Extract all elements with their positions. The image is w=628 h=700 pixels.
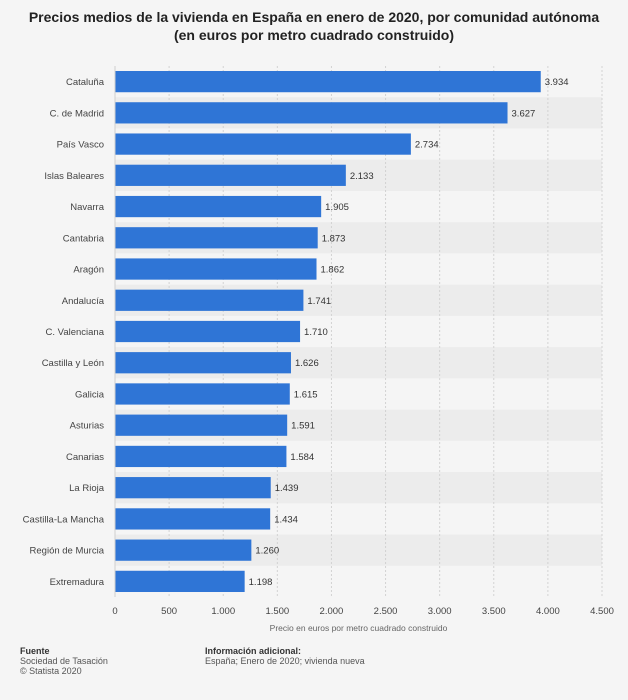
bar bbox=[115, 227, 318, 249]
bar bbox=[115, 195, 322, 218]
footer-source-heading: Fuente bbox=[20, 646, 50, 656]
category-label: Cantabria bbox=[63, 233, 105, 244]
value-label: 3.934 bbox=[545, 77, 569, 88]
category-label: C. Valenciana bbox=[46, 327, 105, 338]
value-label: 1.741 bbox=[307, 296, 331, 307]
value-label: 1.615 bbox=[294, 389, 318, 400]
value-label: 1.591 bbox=[291, 421, 315, 432]
value-label: 1.439 bbox=[275, 483, 299, 494]
x-tick-label: 4.000 bbox=[536, 606, 560, 617]
footer-info: Información adicional: España; Enero de … bbox=[205, 646, 365, 666]
value-label: 1.198 bbox=[249, 577, 273, 588]
x-axis-label: Precio en euros por metro cuadrado const… bbox=[270, 623, 448, 633]
value-label: 1.434 bbox=[274, 514, 298, 525]
footer-info-heading: Información adicional: bbox=[205, 646, 302, 656]
category-label: Asturias bbox=[70, 421, 105, 432]
footer-source-line: Sociedad de Tasación bbox=[20, 656, 108, 666]
value-label: 1.710 bbox=[304, 327, 328, 338]
category-label: Región de Murcia bbox=[30, 546, 105, 557]
bar bbox=[115, 352, 291, 374]
bar bbox=[115, 508, 271, 530]
bar-chart: Cataluña 3.934 C. de Madrid 3.627 País Vasco… bbox=[23, 66, 614, 633]
x-tick-label: 1.000 bbox=[211, 606, 235, 617]
category-label: Islas Baleares bbox=[44, 171, 104, 182]
x-tick-label: 0 bbox=[112, 606, 117, 617]
bar bbox=[115, 414, 288, 436]
bar bbox=[115, 477, 271, 499]
x-tick-label: 3.500 bbox=[482, 606, 506, 617]
category-label: C. de Madrid bbox=[50, 108, 104, 119]
value-label: 1.260 bbox=[255, 546, 279, 557]
category-label: Canarias bbox=[66, 452, 104, 463]
bar bbox=[115, 289, 304, 311]
bar bbox=[115, 133, 411, 155]
value-label: 1.873 bbox=[322, 233, 346, 244]
category-label: Castilla-La Mancha bbox=[23, 514, 105, 525]
bar bbox=[115, 570, 245, 593]
value-label: 3.627 bbox=[512, 108, 536, 119]
chart-title: Precios medios de la vivienda en España … bbox=[0, 8, 628, 44]
x-tick-label: 4.500 bbox=[590, 606, 614, 617]
bar bbox=[115, 102, 508, 124]
value-label: 1.862 bbox=[321, 265, 345, 276]
chart-title-line-2: (en euros por metro cuadrado construido) bbox=[173, 27, 455, 43]
chart-title-line-1: Precios medios de la vivienda en España … bbox=[28, 9, 600, 25]
footer-source: Fuente Sociedad de Tasación © Statista 2… bbox=[20, 646, 108, 676]
x-tick-label: 3.000 bbox=[428, 606, 452, 617]
bar bbox=[115, 70, 541, 93]
bar bbox=[115, 164, 346, 186]
x-tick-label: 1.500 bbox=[265, 606, 289, 617]
x-tick-label: 2.000 bbox=[320, 606, 344, 617]
value-label: 1.905 bbox=[325, 202, 349, 213]
x-tick-label: 2.500 bbox=[374, 606, 398, 617]
bar bbox=[115, 539, 252, 561]
x-tick-label: 500 bbox=[161, 606, 177, 617]
bar bbox=[115, 383, 290, 405]
value-label: 1.584 bbox=[290, 452, 314, 463]
value-label: 1.626 bbox=[295, 358, 319, 369]
category-label: Extremadura bbox=[50, 577, 105, 588]
category-label: Navarra bbox=[70, 202, 105, 213]
category-label: La Rioja bbox=[69, 483, 105, 494]
value-label: 2.133 bbox=[350, 171, 374, 182]
bar bbox=[115, 258, 317, 280]
category-label: País Vasco bbox=[57, 140, 104, 151]
category-label: Galicia bbox=[75, 389, 105, 400]
category-label: Andalucía bbox=[62, 296, 105, 307]
category-label: Castilla y León bbox=[42, 358, 104, 369]
footer-info-line: España; Enero de 2020; vivienda nueva bbox=[205, 656, 365, 666]
footer-copyright-line: © Statista 2020 bbox=[20, 666, 82, 676]
bar bbox=[115, 320, 301, 343]
value-label: 2.734 bbox=[415, 140, 439, 151]
bar bbox=[115, 445, 287, 468]
category-label: Aragón bbox=[73, 265, 104, 276]
category-label: Cataluña bbox=[66, 77, 105, 88]
